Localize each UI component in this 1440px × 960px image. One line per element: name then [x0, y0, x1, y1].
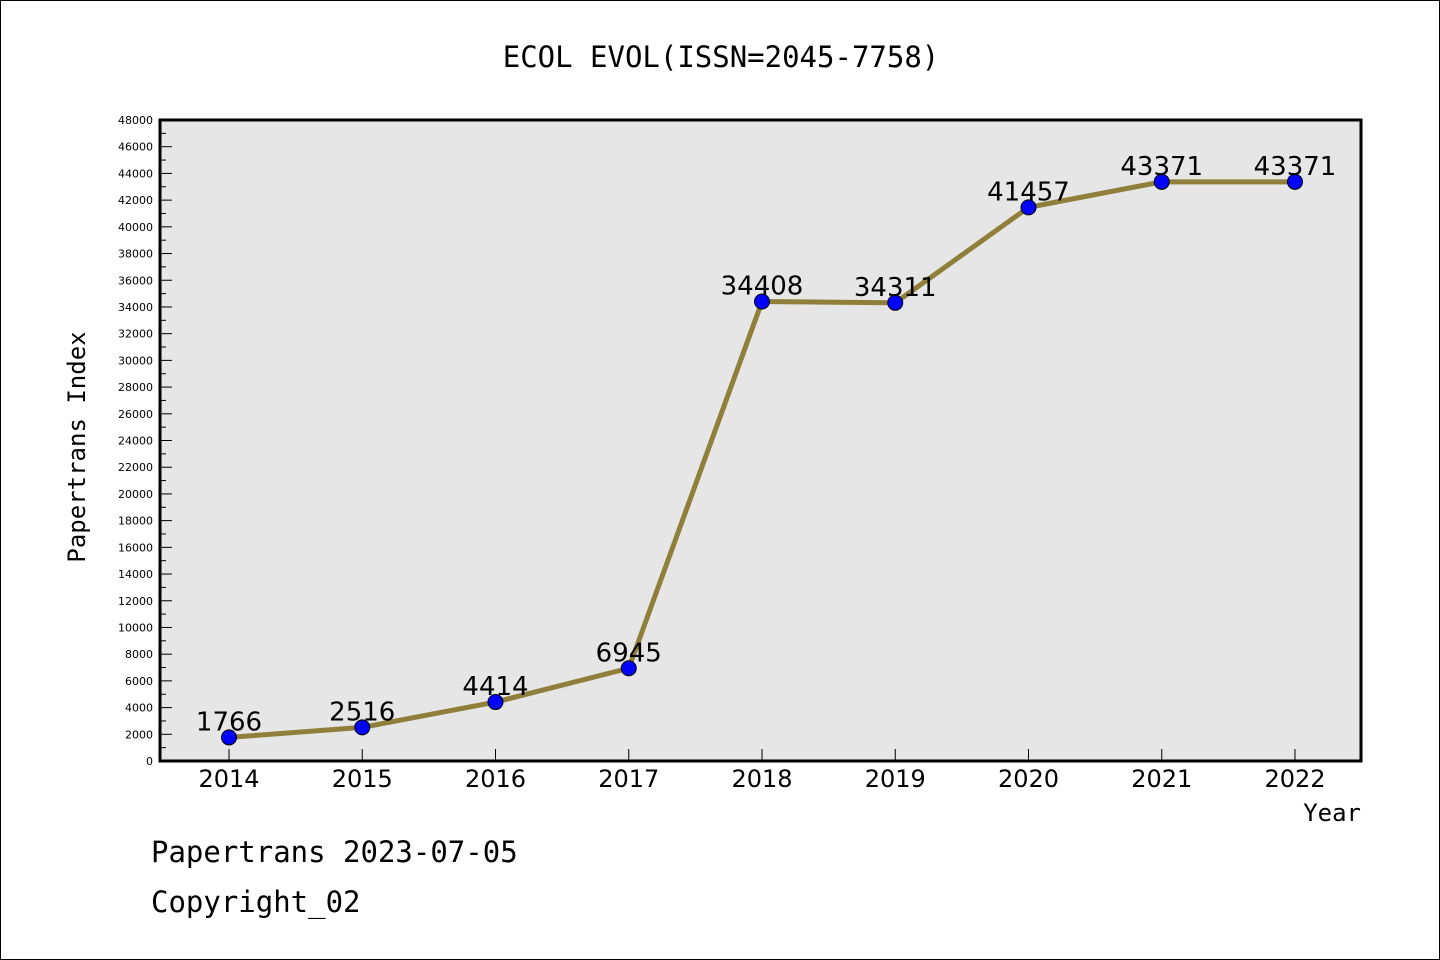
y-tick-label: 46000	[118, 141, 153, 154]
data-label: 1766	[196, 707, 262, 737]
x-tick-label: 2022	[1264, 765, 1325, 793]
chart-title: ECOL EVOL(ISSN=2045-7758)	[503, 40, 940, 74]
y-tick-label: 32000	[118, 328, 153, 341]
data-label: 34408	[721, 272, 804, 302]
y-tick-label: 26000	[118, 408, 153, 421]
y-tick-label: 22000	[118, 461, 153, 474]
y-tick-label: 12000	[118, 595, 153, 608]
y-tick-label: 20000	[118, 488, 153, 501]
x-tick-label: 2020	[998, 765, 1059, 793]
plot-border	[158, 118, 1363, 763]
y-tick-label: 44000	[118, 167, 153, 180]
y-tick-label: 24000	[118, 435, 153, 448]
y-tick-label: 2000	[125, 728, 153, 741]
y-tick-label: 8000	[125, 648, 153, 661]
data-label: 2516	[329, 697, 395, 727]
data-point	[887, 294, 904, 311]
x-tick-label: 2017	[598, 765, 659, 793]
y-tick-label: 10000	[118, 621, 153, 634]
data-point	[354, 719, 371, 736]
data-point	[1287, 173, 1303, 190]
y-tick-label: 48000	[118, 114, 153, 127]
data-point	[754, 293, 770, 310]
y-axis-label: Papertrans Index	[63, 331, 91, 562]
footer-date: Papertrans 2023-07-05	[151, 835, 518, 869]
x-tick-label: 2021	[1131, 765, 1192, 793]
x-tick-label: 2015	[332, 765, 393, 793]
data-label: 43371	[1120, 152, 1203, 182]
data-label: 41457	[987, 177, 1070, 207]
y-tick-label: 28000	[118, 381, 153, 394]
y-axis-ticks: 0 2000 4000 6000 8000 10000 12000 14000 16000 180…	[118, 114, 172, 768]
data-label: 6945	[596, 638, 662, 668]
y-tick-label: 40000	[118, 221, 153, 234]
y-tick-label: 18000	[118, 515, 153, 528]
y-tick-label: 0	[146, 755, 153, 768]
data-label: 43371	[1254, 152, 1337, 182]
data-point	[487, 694, 504, 711]
x-tick-label: 2018	[731, 765, 792, 793]
x-axis-label: Year	[1303, 799, 1361, 827]
x-tick-label: 2016	[465, 765, 526, 793]
y-tick-label: 14000	[118, 568, 153, 581]
y-tick-label: 38000	[118, 248, 153, 261]
y-tick-label: 42000	[118, 194, 153, 207]
data-label: 34311	[854, 273, 937, 303]
series-layer: 1766 2516 4414 6945 34408 34311 41457 43371 4337…	[196, 152, 1337, 746]
footer-copyright: Copyright_02	[151, 885, 361, 919]
y-tick-label: 4000	[125, 702, 153, 715]
x-axis-ticks: 2014 2015 2016 2017 2018 2019 2020 2021 2022	[198, 749, 1326, 793]
data-point	[1020, 199, 1037, 216]
y-tick-label: 30000	[118, 354, 153, 367]
y-tick-label: 36000	[118, 274, 153, 287]
y-tick-label: 6000	[125, 675, 153, 688]
plot-area	[160, 120, 1361, 761]
data-point	[221, 729, 237, 746]
y-tick-label: 16000	[118, 541, 153, 554]
y-tick-label: 34000	[118, 301, 153, 314]
data-label: 4414	[462, 672, 528, 702]
data-point	[620, 660, 637, 677]
x-tick-label: 2014	[198, 765, 259, 793]
data-point	[1153, 173, 1170, 190]
x-tick-label: 2019	[865, 765, 926, 793]
